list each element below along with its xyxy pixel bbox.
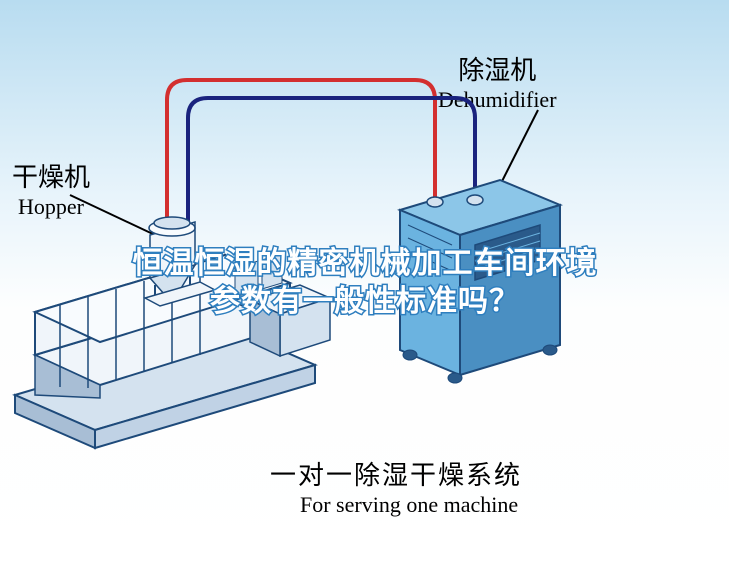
system-caption-zh: 一对一除湿干燥系统 (270, 455, 522, 492)
system-caption: 一对一除湿干燥系统 For serving one machine (270, 455, 522, 518)
overlay-title: 恒温恒湿的精密机械加工车间环境参数有一般性标准吗？ (130, 245, 600, 320)
system-caption-en: For serving one machine (300, 492, 522, 518)
hopper-pointer (70, 195, 155, 235)
pipe-red (167, 80, 435, 227)
